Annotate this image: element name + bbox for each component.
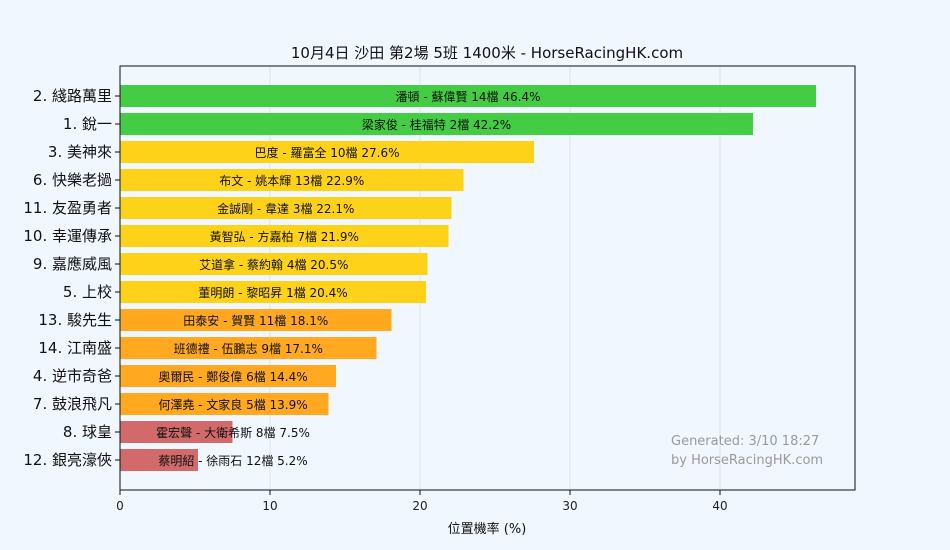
- bar-label: 何澤堯 - 文家良 5檔 13.9%: [158, 397, 307, 412]
- y-tick-label: 10. 幸運傳承: [23, 227, 112, 245]
- y-tick-label: 5. 上校: [63, 283, 112, 301]
- bar-label: 蔡明紹 - 徐雨石 12檔 5.2%: [158, 453, 307, 468]
- watermark-generated: Generated: 3/10 18:27: [671, 434, 819, 449]
- bar: [120, 85, 816, 107]
- bar: [120, 393, 329, 415]
- y-tick-label: 11. 友盈勇者: [23, 199, 112, 217]
- y-tick-label: 3. 美神來: [48, 143, 112, 161]
- x-ticks: 0 10 20 30 40: [116, 490, 728, 513]
- bar-label: 班德禮 - 伍鵬志 9檔 17.1%: [174, 341, 323, 356]
- bar: [120, 309, 392, 331]
- y-tick-label: 14. 江南盛: [38, 339, 112, 357]
- x-axis-label: 位置機率 (%): [448, 521, 527, 537]
- y-tick-label: 6. 快樂老撾: [33, 171, 112, 189]
- bar-labels: 潘頓 - 蘇偉賢 14檔 46.4% 梁家俊 - 桂福特 2檔 42.2% 巴度 -…: [156, 90, 540, 468]
- bar: [120, 449, 198, 471]
- y-tick-labels: 2. 綫路萬里 1. 銳一 3. 美神來 6. 快樂老撾 11. 友盈勇者 10. 幸運傳…: [23, 87, 120, 469]
- bar-label: 金誠剛 - 韋達 3檔 22.1%: [217, 201, 354, 216]
- bar-label: 田泰安 - 賀賢 11檔 18.1%: [183, 313, 328, 328]
- bar: [120, 365, 336, 387]
- bars: [120, 85, 816, 471]
- y-tick-label: 8. 球皇: [63, 423, 112, 441]
- bar-label: 梁家俊 - 桂福特 2檔 42.2%: [362, 117, 511, 132]
- bar: [120, 141, 534, 163]
- bar: [120, 113, 753, 135]
- y-tick-label: 13. 駿先生: [38, 311, 112, 329]
- bar-label: 潘頓 - 蘇偉賢 14檔 46.4%: [396, 90, 541, 104]
- chart-title: 10月4日 沙田 第2場 5班 1400米 - HorseRacingHK.co…: [291, 44, 683, 62]
- bar-label: 巴度 - 羅富全 10檔 27.6%: [255, 145, 400, 160]
- bar: [120, 253, 428, 275]
- bar-label: 董明朗 - 黎昭昇 1檔 20.4%: [198, 286, 347, 300]
- x-tick-label: 30: [562, 499, 577, 513]
- bar: [120, 281, 426, 303]
- x-tick-label: 40: [712, 499, 727, 513]
- x-tick-label: 20: [412, 499, 427, 513]
- bar-label: 黃智弘 - 方嘉柏 7檔 21.9%: [210, 229, 359, 244]
- x-tick-label: 10: [262, 499, 277, 513]
- grid: [269, 66, 721, 490]
- y-tick-label: 12. 銀亮濠俠: [23, 451, 112, 469]
- bar: [120, 421, 233, 443]
- bar-label: 奧爾民 - 鄭俊偉 6檔 14.4%: [158, 369, 307, 384]
- plot-frame: [119, 65, 856, 491]
- y-tick-label: 4. 逆市奇爸: [33, 367, 112, 385]
- y-tick-label: 9. 嘉應威風: [33, 255, 112, 273]
- bar: [120, 337, 377, 359]
- bar-label: 艾道拿 - 蔡約翰 4檔 20.5%: [199, 257, 348, 272]
- bar: [120, 197, 452, 219]
- bar: [120, 225, 449, 247]
- bar-label: 布文 - 姚本輝 13檔 22.9%: [219, 173, 364, 188]
- x-tick-label: 0: [116, 499, 124, 513]
- y-tick-label: 7. 鼓浪飛凡: [33, 395, 112, 413]
- bar-label: 霍宏聲 - 大衛希斯 8檔 7.5%: [156, 425, 310, 440]
- watermark-site: by HorseRacingHK.com: [671, 453, 823, 468]
- y-tick-label: 1. 銳一: [63, 115, 112, 133]
- y-tick-label: 2. 綫路萬里: [33, 87, 112, 105]
- bar: [120, 169, 464, 191]
